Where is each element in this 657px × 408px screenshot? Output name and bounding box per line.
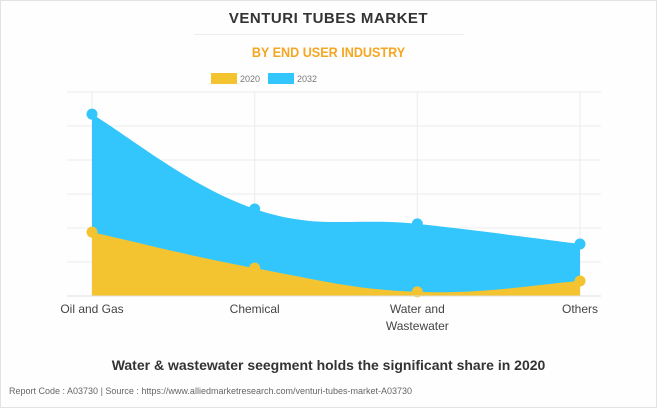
chart-title: VENTURI TUBES MARKET (228, 10, 429, 27)
x-tick-label: Oil and Gas (60, 302, 123, 316)
x-tick-label: Wastewater (386, 319, 449, 333)
chart-caption: Water & wastewater seegment holds the si… (111, 357, 546, 373)
data-point-2032 (574, 238, 586, 250)
x-tick-label: Others (562, 302, 598, 316)
data-point-2032 (411, 218, 423, 230)
x-tick-label: Water and (390, 302, 445, 316)
chart-subtitle: BY END USER INDUSTRY (251, 44, 406, 60)
area-series-2020 (92, 232, 580, 296)
data-point-2020 (249, 262, 261, 274)
legend-swatch (268, 73, 295, 84)
x-tick-label: Chemical (230, 302, 280, 316)
data-point-2020 (574, 275, 586, 287)
legend-label: 2032 (297, 73, 318, 84)
legend-label: 2020 (240, 73, 261, 84)
legend-swatch (211, 73, 237, 84)
data-point-2020 (411, 286, 423, 298)
area-series-2032 (92, 114, 580, 296)
footer-source: Report Code : A03730 | Source : https://… (9, 386, 413, 396)
title-divider (194, 34, 464, 35)
data-point-2032 (86, 108, 98, 120)
legend-item-2020[interactable]: 2020 (211, 73, 260, 84)
data-point-2020 (86, 226, 98, 238)
legend-item-2032[interactable]: 2032 (268, 73, 317, 84)
plot-area: Oil and Gas Chemical Water and Wastewater Ot… (60, 91, 601, 333)
legend: 2020 2032 (211, 73, 317, 84)
data-point-2032 (249, 203, 261, 215)
